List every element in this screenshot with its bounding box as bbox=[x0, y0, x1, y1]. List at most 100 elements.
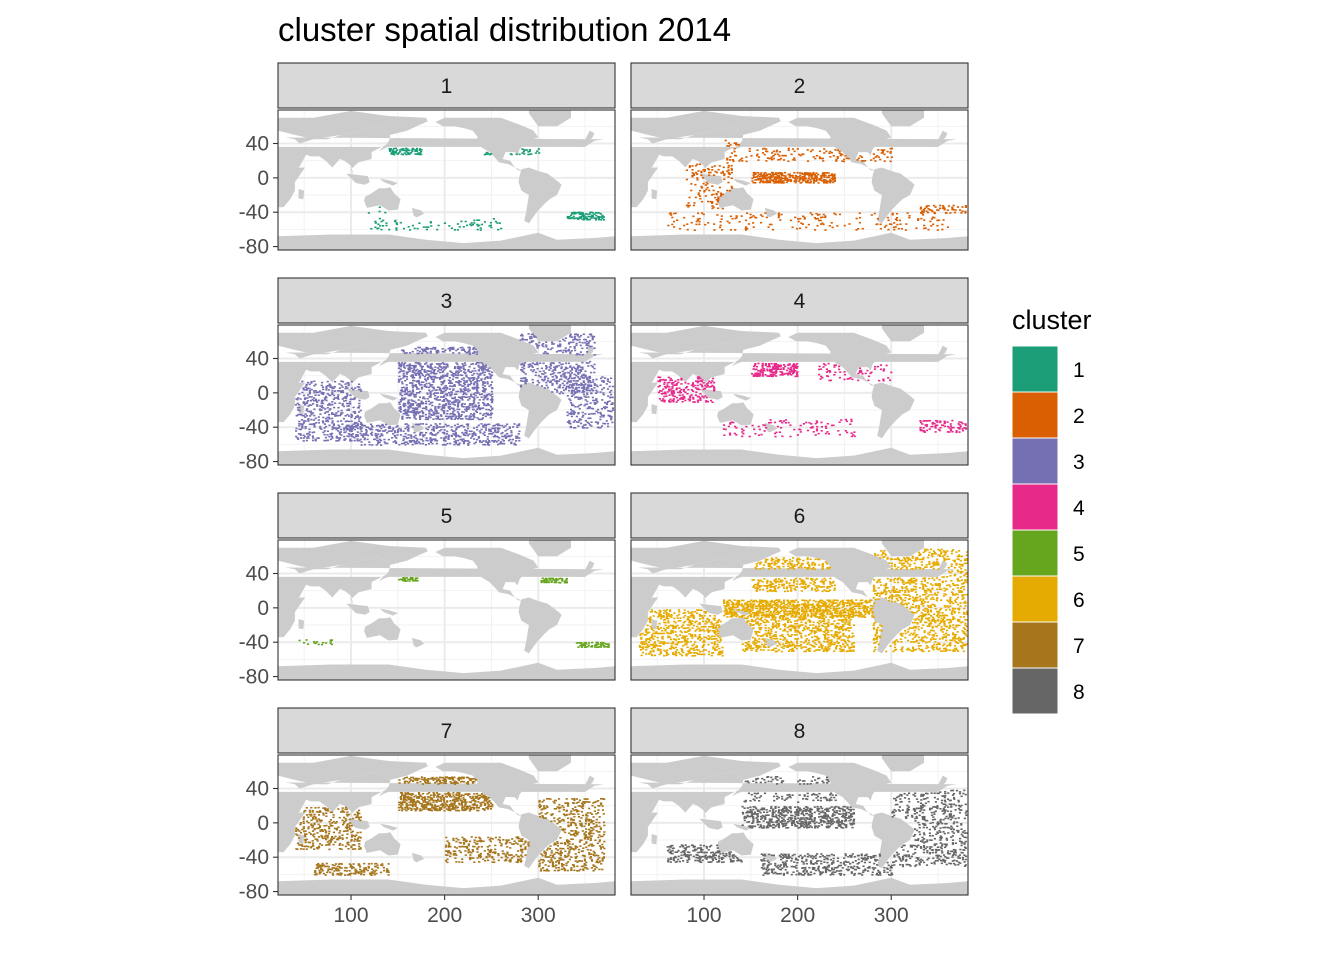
cluster-cell bbox=[582, 380, 585, 382]
cluster-cell bbox=[728, 612, 731, 614]
cluster-cell bbox=[758, 173, 761, 175]
cluster-cell bbox=[757, 615, 760, 617]
cluster-cell bbox=[308, 434, 311, 436]
cluster-cell bbox=[348, 420, 351, 423]
cluster-cell bbox=[817, 173, 820, 176]
cluster-cell bbox=[769, 373, 772, 376]
cluster-cell bbox=[521, 366, 524, 369]
cluster-cell bbox=[335, 435, 338, 438]
cluster-cell bbox=[419, 152, 422, 154]
cluster-cell bbox=[558, 386, 561, 389]
cluster-cell bbox=[752, 601, 756, 603]
cluster-cell bbox=[702, 177, 705, 179]
cluster-cell bbox=[755, 216, 758, 219]
cluster-cell bbox=[300, 419, 304, 421]
cluster-cell bbox=[546, 380, 549, 382]
cluster-cell bbox=[596, 212, 599, 214]
land-mass bbox=[651, 619, 658, 630]
cluster-cell bbox=[740, 616, 744, 618]
land-mass bbox=[364, 402, 401, 426]
cluster-cell bbox=[589, 385, 592, 387]
cluster-cell bbox=[937, 209, 940, 211]
cluster-cell bbox=[571, 404, 574, 407]
cluster-cell bbox=[306, 408, 309, 410]
cluster-cell bbox=[754, 599, 758, 602]
cluster-cell bbox=[757, 370, 760, 372]
cluster-cell bbox=[578, 336, 581, 338]
cluster-cell bbox=[459, 388, 462, 390]
cluster-cell bbox=[468, 433, 471, 435]
cluster-cell bbox=[394, 147, 397, 150]
cluster-cell bbox=[452, 346, 455, 349]
cluster-cell bbox=[813, 605, 816, 607]
cluster-cell bbox=[412, 374, 415, 376]
cluster-cell bbox=[823, 152, 826, 154]
cluster-cell bbox=[827, 433, 830, 435]
cluster-cell bbox=[769, 421, 773, 424]
cluster-cell bbox=[726, 611, 729, 614]
cluster-cell bbox=[588, 380, 592, 382]
cluster-cell bbox=[520, 363, 523, 366]
land-mass bbox=[298, 619, 305, 630]
cluster-cell bbox=[782, 605, 785, 607]
cluster-cell bbox=[310, 382, 313, 384]
cluster-cell bbox=[845, 157, 848, 159]
cluster-cell bbox=[794, 365, 797, 368]
cluster-cell bbox=[593, 412, 596, 415]
cluster-cell bbox=[665, 395, 668, 397]
cluster-cell bbox=[460, 390, 464, 393]
cluster-cell bbox=[697, 212, 700, 215]
cluster-cell bbox=[474, 381, 477, 383]
cluster-cell bbox=[806, 613, 810, 616]
cluster-cell bbox=[465, 389, 468, 391]
cluster-cell bbox=[567, 217, 570, 220]
cluster-cell bbox=[822, 600, 825, 603]
cluster-cell bbox=[492, 431, 495, 434]
cluster-cell bbox=[411, 580, 415, 582]
cluster-cell bbox=[805, 610, 808, 612]
cluster-cell bbox=[587, 384, 590, 386]
cluster-cell bbox=[420, 149, 423, 151]
cluster-cell bbox=[569, 346, 572, 348]
cluster-cell bbox=[557, 386, 560, 389]
cluster-cell bbox=[303, 402, 307, 405]
cluster-cell bbox=[350, 413, 353, 416]
cluster-cell bbox=[489, 221, 493, 224]
cluster-cell bbox=[400, 389, 404, 391]
cluster-cell bbox=[777, 606, 780, 608]
cluster-cell bbox=[755, 365, 759, 368]
cluster-cell bbox=[448, 405, 452, 408]
cluster-cell bbox=[715, 199, 718, 201]
cluster-cell bbox=[568, 216, 571, 218]
cluster-cell bbox=[831, 614, 834, 617]
cluster-cell bbox=[435, 389, 438, 391]
cluster-cell bbox=[462, 382, 466, 385]
cluster-cell bbox=[414, 412, 418, 415]
cluster-cell bbox=[736, 614, 739, 617]
cluster-cell bbox=[791, 609, 794, 611]
cluster-cell bbox=[706, 384, 709, 387]
cluster-cell bbox=[843, 158, 846, 161]
cluster-cell bbox=[766, 613, 769, 616]
cluster-cell bbox=[322, 641, 325, 644]
cluster-cell bbox=[432, 429, 435, 431]
cluster-cell bbox=[334, 415, 337, 417]
cluster-cell bbox=[820, 175, 823, 177]
cluster-cell bbox=[416, 368, 419, 371]
cluster-cell bbox=[593, 402, 596, 404]
cluster-cell bbox=[411, 350, 414, 353]
cluster-cell bbox=[556, 578, 559, 581]
cluster-cell bbox=[808, 177, 811, 179]
cluster-cell bbox=[738, 602, 741, 605]
cluster-cell bbox=[606, 380, 609, 382]
cluster-cell bbox=[787, 599, 790, 602]
cluster-cell bbox=[735, 154, 738, 157]
cluster-cell bbox=[785, 181, 788, 184]
cluster-cell bbox=[380, 444, 383, 446]
cluster-cell bbox=[763, 605, 766, 607]
cluster-cell bbox=[480, 393, 484, 395]
cluster-cell bbox=[598, 212, 601, 214]
cluster-cell bbox=[385, 423, 388, 426]
cluster-cell bbox=[663, 400, 666, 403]
cluster-cell bbox=[383, 426, 386, 428]
